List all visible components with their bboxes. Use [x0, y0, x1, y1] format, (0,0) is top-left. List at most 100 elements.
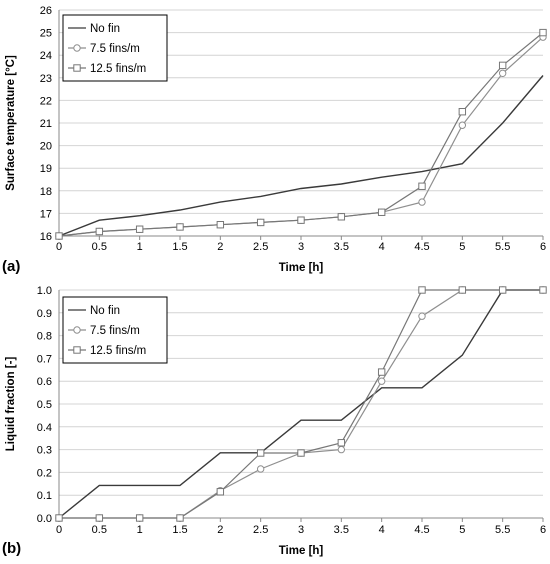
x-tick-label: 5 [459, 241, 465, 253]
x-tick-label: 0 [56, 524, 62, 536]
legend-marker-12-5-fins [73, 346, 81, 354]
series-line-no-fin [58, 289, 543, 519]
y-tick-label: 25 [40, 28, 52, 40]
data-point-12-5-fins [337, 213, 346, 221]
y-tick-label: 0.8 [37, 331, 52, 343]
y-tick-label: 21 [40, 118, 52, 130]
data-point-7-5-fins [458, 121, 467, 129]
x-tick-label: 1 [137, 241, 143, 253]
y-tick-label: 0.6 [37, 376, 52, 388]
y-tick-label: 1.0 [37, 285, 52, 297]
y-axis-title: Surface temperature [°C] [5, 55, 17, 191]
data-point-12-5-fins [539, 28, 547, 37]
x-tick-label: 1.5 [172, 524, 187, 536]
y-tick-label: 22 [40, 95, 52, 107]
x-axis-title: Time [h] [279, 262, 324, 274]
data-point-12-5-fins [55, 232, 63, 240]
data-point-12-5-fins [256, 218, 265, 227]
x-tick-label: 2.5 [253, 524, 268, 536]
series-line-no-fin [58, 75, 544, 237]
data-point-12-5-fins [498, 286, 507, 294]
chart-liquid-fraction: 0.0 0.1 0.2 0.3 0.4 0.5 0.6 0.7 0.8 0.9 1.0 0 0.5 1 1.… [2, 285, 547, 557]
y-tick-label: 0.4 [37, 422, 52, 434]
legend-marker-12-5-fins [73, 64, 81, 72]
legend-label-no-fin: No fin [90, 305, 120, 317]
y-tick-label: 23 [40, 73, 52, 85]
legend-label-12-5-fins: 12.5 fins/m [90, 63, 146, 75]
data-point-12-5-fins [216, 488, 225, 496]
y-tick-label: 0.0 [37, 513, 52, 525]
data-point-12-5-fins [135, 225, 144, 233]
data-point-12-5-fins [95, 514, 104, 522]
y-tick-label: 0.9 [37, 308, 52, 320]
x-tick-label: 2 [217, 524, 223, 536]
legend-marker-7-5-fins [73, 44, 81, 52]
data-point-7-5-fins [498, 69, 507, 77]
data-point-12-5-fins [498, 61, 507, 70]
legend-label-7-5-fins: 7.5 fins/m [90, 43, 140, 55]
x-tick-label: 5.5 [495, 241, 510, 253]
x-tick-label: 4 [379, 524, 385, 536]
data-point-7-5-fins [337, 445, 346, 454]
legend-label-no-fin: No fin [90, 23, 120, 35]
x-tick-label: 1 [137, 524, 143, 536]
data-point-12-5-fins [458, 108, 467, 116]
data-point-12-5-fins [458, 286, 467, 294]
x-tick-label: 2 [217, 241, 223, 253]
x-tick-label: 5.5 [495, 524, 510, 536]
y-tick-label: 0.2 [37, 467, 52, 479]
x-axis-title: Time [h] [279, 545, 324, 557]
x-tick-label: 3 [298, 241, 304, 253]
y-tick-label: 16 [40, 231, 52, 243]
x-tick-label: 2.5 [253, 241, 268, 253]
x-tick-label: 4.5 [414, 524, 429, 536]
data-point-12-5-fins [377, 208, 386, 216]
legend-label-12-5-fins: 12.5 fins/m [90, 345, 146, 357]
y-tick-label: 0.1 [37, 490, 52, 502]
chart-surface-temperature: 16 17 18 19 20 21 22 23 24 25 26 0 0.5 1 1.5 2 2.5 3 3.5 4 4… [2, 5, 547, 275]
legend-marker-7-5-fins [73, 326, 81, 334]
y-tick-label: 20 [40, 141, 52, 153]
data-point-12-5-fins [539, 286, 547, 294]
data-point-12-5-fins [55, 514, 63, 522]
y-tick-label: 0.3 [37, 445, 52, 457]
x-tick-label: 0.5 [92, 524, 107, 536]
data-point-12-5-fins [135, 514, 144, 522]
data-point-7-5-fins [418, 198, 426, 206]
data-point-12-5-fins [95, 227, 104, 236]
data-point-12-5-fins [418, 182, 426, 190]
x-tick-label: 1.5 [172, 241, 187, 253]
data-point-12-5-fins [337, 439, 346, 447]
x-tick-label: 0 [56, 241, 62, 253]
data-point-12-5-fins [176, 514, 184, 522]
y-tick-label: 19 [40, 163, 52, 175]
data-point-12-5-fins [176, 223, 184, 231]
panel-label: (b) [2, 540, 21, 557]
data-point-7-5-fins [418, 312, 426, 320]
x-tick-label: 0.5 [92, 241, 107, 253]
y-tick-label: 0.5 [37, 399, 52, 411]
y-tick-label: 24 [40, 50, 52, 62]
data-point-12-5-fins [297, 449, 305, 457]
data-point-12-5-fins [256, 449, 265, 457]
y-tick-label: 0.7 [37, 353, 52, 365]
x-tick-label: 3.5 [334, 524, 349, 536]
y-axis-title: Liquid fraction [-] [5, 357, 17, 452]
x-tick-label: 3 [298, 524, 304, 536]
y-tick-label: 26 [40, 5, 52, 17]
y-tick-label: 17 [40, 208, 52, 220]
data-point-12-5-fins [377, 368, 386, 376]
legend-label-7-5-fins: 7.5 fins/m [90, 325, 140, 337]
panel-label: (a) [2, 258, 20, 275]
data-point-12-5-fins [418, 286, 426, 294]
data-point-7-5-fins [256, 465, 265, 473]
x-tick-label: 5 [459, 524, 465, 536]
x-tick-label: 3.5 [334, 241, 349, 253]
x-tick-label: 6 [540, 241, 546, 253]
data-point-12-5-fins [297, 216, 305, 224]
x-tick-label: 4 [379, 241, 385, 253]
x-tick-label: 4.5 [414, 241, 429, 253]
y-tick-label: 18 [40, 186, 52, 198]
data-point-12-5-fins [216, 221, 225, 229]
